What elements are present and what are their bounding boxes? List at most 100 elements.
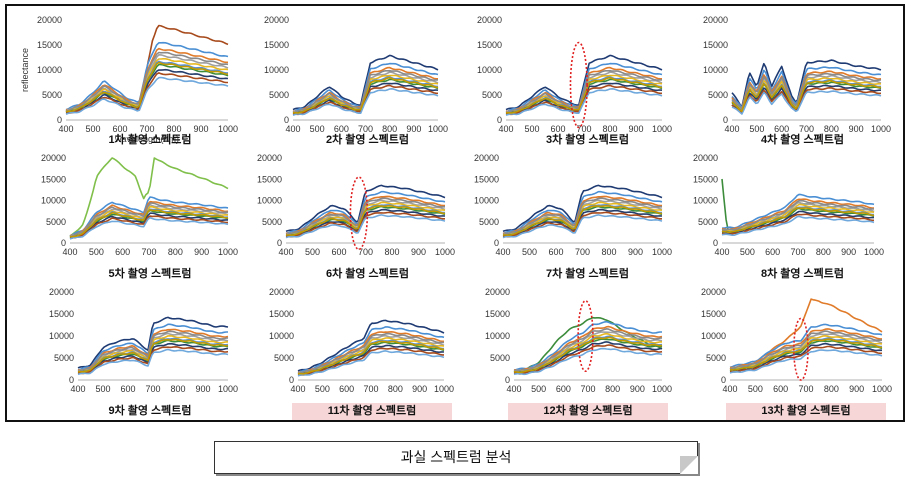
figure-caption: 과실 스펙트럼 분석 bbox=[400, 449, 512, 465]
y-tick-label: 15000 bbox=[477, 40, 502, 50]
chart-title-12: 12차 촬영 스펙트럼 bbox=[508, 403, 668, 420]
chart-svg: 0 5000 10000 15000 20000 400 500 600 700 800 900 10… bbox=[701, 287, 892, 394]
chart-svg: 0 5000 10000 15000 20000 400 500 600 700 800 900 10… bbox=[693, 153, 884, 257]
y-axis-label: reflectance bbox=[20, 48, 30, 92]
x-tick-label: 800 bbox=[168, 247, 183, 257]
x-tick-label: 600 bbox=[334, 124, 349, 134]
spectrum-series-line bbox=[722, 210, 875, 235]
spectrum-series-line bbox=[297, 319, 445, 372]
spectrum-series-line bbox=[721, 215, 875, 236]
figure-frame: 0 5000 10000 15000 20000 400 500 600 700 800 900 10… bbox=[5, 4, 905, 422]
x-tick-label: 600 bbox=[550, 124, 565, 134]
y-tick-label: 10000 bbox=[477, 65, 502, 75]
spectrum-chart-12: 0 5000 10000 15000 20000 400 500 600 700 800 900 10… bbox=[485, 287, 672, 394]
y-tick-label: 20000 bbox=[37, 15, 62, 25]
y-tick-label: 10000 bbox=[474, 196, 499, 206]
spectrum-series-line bbox=[502, 184, 663, 233]
spectrum-series-line bbox=[69, 215, 229, 239]
spectrum-series-line bbox=[77, 334, 228, 373]
chart-title-4: 4차 촬영 스펙트럼 bbox=[760, 134, 845, 146]
spectrum-series-line bbox=[292, 62, 439, 113]
spectrum-series-line bbox=[65, 72, 228, 114]
y-tick-label: 15000 bbox=[257, 174, 282, 184]
spectrum-series-line bbox=[285, 190, 446, 235]
x-tick-label: 1000 bbox=[652, 247, 672, 257]
spectrum-series-line bbox=[297, 326, 445, 374]
spectrum-chart-5: 0 5000 10000 15000 20000 400 500 600 700 800 900 10… bbox=[41, 153, 238, 257]
chart-svg: 0 5000 10000 15000 20000 400 500 600 700 800 900 10… bbox=[49, 287, 238, 394]
spectrum-series-line bbox=[513, 344, 663, 375]
spectrum-series-line bbox=[721, 198, 874, 231]
highlight-ellipse bbox=[793, 317, 809, 381]
spectrum-series-line bbox=[297, 340, 445, 375]
spectrum-series-line bbox=[77, 316, 229, 369]
x-tick-label: 700 bbox=[580, 384, 595, 394]
spectrum-series-line bbox=[297, 332, 445, 375]
spectrum-series-line bbox=[729, 330, 883, 370]
x-tick-label: 800 bbox=[605, 384, 620, 394]
x-tick-label: 700 bbox=[576, 124, 591, 134]
x-tick-label: 500 bbox=[85, 124, 100, 134]
spectrum-series-line bbox=[298, 347, 444, 376]
spectrum-chart-1: 0 5000 10000 15000 20000 400 500 600 700 800 900 10… bbox=[20, 15, 238, 144]
y-tick-label: 10000 bbox=[37, 65, 62, 75]
x-tick-label: 400 bbox=[498, 124, 513, 134]
chart-title-7: 7차 촬영 스펙트럼 bbox=[545, 268, 630, 280]
y-tick-label: 10000 bbox=[41, 196, 66, 206]
chart-title-5: 5차 촬영 스펙트럼 bbox=[108, 268, 192, 280]
y-tick-label: 15000 bbox=[485, 309, 510, 319]
x-tick-label: 900 bbox=[628, 124, 643, 134]
spectrum-series-line bbox=[286, 204, 446, 236]
chart-svg: 0 5000 10000 15000 20000 400 500 600 700 800 900 10… bbox=[703, 15, 891, 134]
y-tick-label: 10000 bbox=[693, 196, 718, 206]
x-tick-label: 700 bbox=[358, 124, 373, 134]
x-tick-label: 600 bbox=[112, 124, 127, 134]
spectrum-series-line bbox=[292, 88, 439, 117]
x-tick-label: 800 bbox=[382, 124, 397, 134]
y-tick-label: 10000 bbox=[257, 196, 282, 206]
spectrum-series-line bbox=[78, 338, 229, 373]
spectrum-series-line bbox=[502, 195, 662, 235]
spectrum-series-line bbox=[731, 79, 881, 113]
spectrum-series-line bbox=[513, 336, 663, 374]
spectrum-series-line bbox=[731, 59, 882, 108]
x-tick-label: 900 bbox=[406, 124, 421, 134]
x-tick-label: 500 bbox=[748, 384, 763, 394]
spectrum-series-line bbox=[731, 84, 881, 113]
x-tick-label: 900 bbox=[411, 247, 426, 257]
spectrum-series-line bbox=[731, 72, 882, 110]
y-tick-label: 10000 bbox=[269, 331, 294, 341]
y-tick-label: 15000 bbox=[49, 309, 74, 319]
highlight-ellipse bbox=[577, 299, 594, 373]
x-tick-label: 800 bbox=[601, 247, 616, 257]
x-tick-label: 1000 bbox=[864, 247, 884, 257]
y-tick-label: 20000 bbox=[257, 153, 282, 163]
y-tick-label: 20000 bbox=[477, 15, 502, 25]
x-tick-label: 500 bbox=[749, 124, 764, 134]
y-tick-label: 20000 bbox=[701, 287, 726, 297]
spectrum-series-line bbox=[77, 342, 229, 375]
y-tick-label: 5000 bbox=[490, 353, 510, 363]
y-tick-label: 10000 bbox=[701, 331, 726, 341]
x-tick-label: 500 bbox=[95, 384, 110, 394]
x-tick-label: 1000 bbox=[871, 124, 891, 134]
y-tick-label: 10000 bbox=[485, 331, 510, 341]
x-tick-label: 900 bbox=[849, 124, 864, 134]
chart-title-3: 3차 촬영 스펙트럼 bbox=[545, 134, 630, 146]
y-tick-label: 0 bbox=[57, 115, 62, 125]
spectrum-series-line bbox=[502, 211, 662, 238]
chart-svg: 0 5000 10000 15000 20000 400 500 600 700 800 900 10… bbox=[477, 15, 672, 134]
spectrum-series-line bbox=[292, 76, 439, 114]
chart-title-2: 2차 촬영 스펙트럼 bbox=[325, 134, 410, 146]
chart-svg: 0 5000 10000 15000 20000 400 500 600 700 800 900 10… bbox=[20, 15, 238, 144]
x-tick-label: 600 bbox=[773, 384, 788, 394]
spectrum-series-line bbox=[65, 68, 229, 115]
spectrum-chart-8: 0 5000 10000 15000 20000 400 500 600 700 800 900 10… bbox=[693, 153, 884, 257]
x-tick-label: 500 bbox=[310, 124, 325, 134]
x-tick-label: 400 bbox=[285, 124, 300, 134]
chart-svg: 0 5000 10000 15000 20000 400 500 600 700 800 900 10… bbox=[474, 153, 672, 257]
x-tick-label: 900 bbox=[841, 247, 856, 257]
y-tick-label: 5000 bbox=[54, 353, 74, 363]
y-tick-label: 15000 bbox=[474, 174, 499, 184]
y-tick-label: 10000 bbox=[49, 331, 74, 341]
